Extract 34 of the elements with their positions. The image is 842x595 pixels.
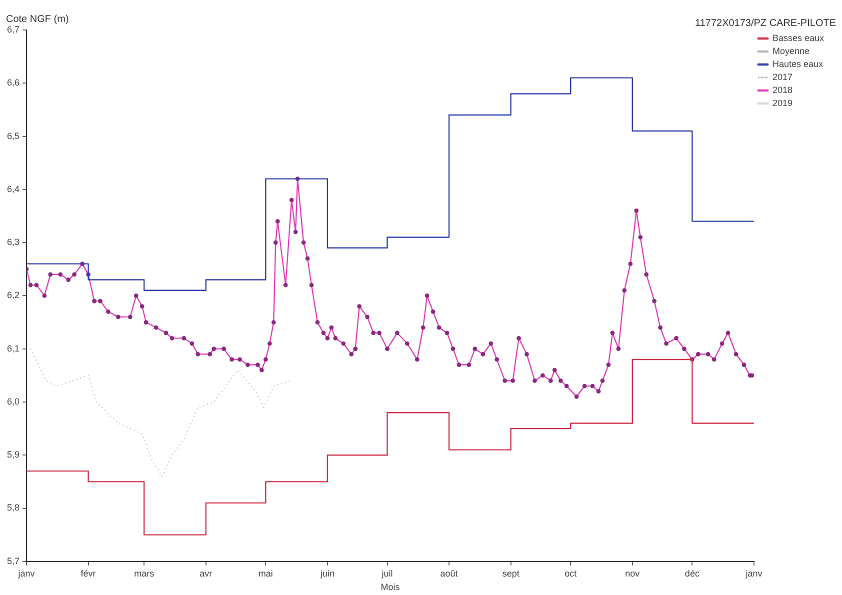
y-tick-label: 6,6 bbox=[6, 78, 20, 88]
legend-label: Hautes eaux bbox=[772, 58, 824, 69]
x-tick-label: janv bbox=[17, 568, 36, 578]
legend-label: 2017 bbox=[772, 72, 792, 82]
x-tick-label: avr bbox=[200, 568, 212, 578]
x-tick-label: févr bbox=[80, 568, 96, 578]
legend-label: Basses eaux bbox=[772, 32, 824, 43]
x-tick-label: août bbox=[440, 568, 458, 578]
y-tick-label: 6,0 bbox=[6, 396, 20, 406]
x-axis-title: Mois bbox=[380, 582, 400, 592]
y-tick-label: 5,8 bbox=[6, 502, 20, 513]
y-tick-label: 6,3 bbox=[6, 237, 20, 248]
y-tick-label: 6,5 bbox=[6, 130, 20, 141]
x-tick-label: janv bbox=[744, 568, 763, 578]
y-tick-label: 5,9 bbox=[6, 450, 20, 460]
y-tick-label: 6,4 bbox=[6, 184, 20, 194]
legend-label: Moyenne bbox=[772, 46, 810, 56]
x-tick-label: déc bbox=[684, 568, 700, 578]
legend-label: 2019 bbox=[772, 98, 792, 108]
x-tick-label: nov bbox=[625, 568, 640, 578]
line-series bbox=[30, 348, 292, 477]
y-tick-label: 6,7 bbox=[6, 24, 20, 34]
x-tick-label: oct bbox=[564, 568, 578, 578]
y-tick-label: 6,2 bbox=[6, 290, 20, 300]
x-tick-label: juin bbox=[319, 568, 334, 578]
y-tick-label: 5,7 bbox=[6, 556, 20, 566]
legend-label: 2018 bbox=[772, 84, 792, 95]
x-tick-label: sept bbox=[502, 568, 520, 578]
y-axis-title: Cote NGF (m) bbox=[6, 14, 69, 25]
legend-title: 11772X0173/PZ CARE-PILOTE bbox=[695, 18, 836, 29]
x-tick-label: mai bbox=[258, 568, 273, 578]
x-tick-label: juil bbox=[380, 568, 393, 578]
x-tick-label: mars bbox=[134, 568, 155, 578]
y-tick-label: 6,1 bbox=[6, 343, 20, 354]
